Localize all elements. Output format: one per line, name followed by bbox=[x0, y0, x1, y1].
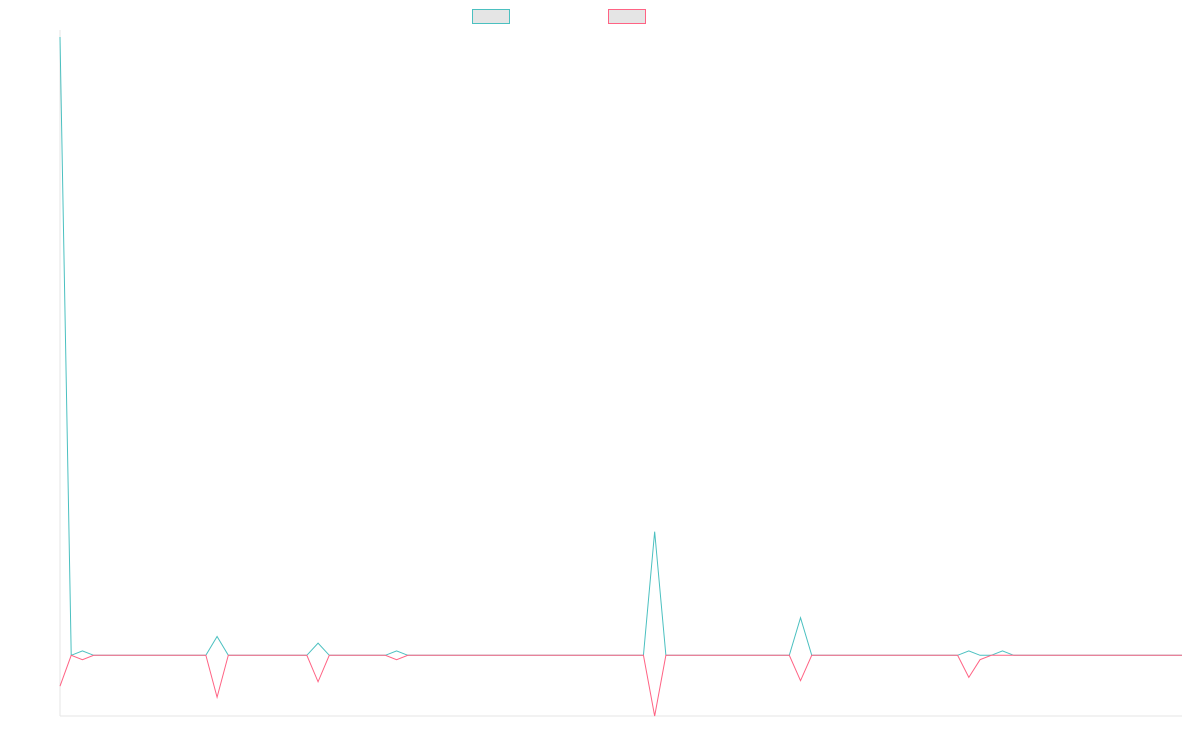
legend-swatch-series-1 bbox=[472, 9, 510, 24]
legend-item-series-1[interactable] bbox=[472, 9, 516, 24]
series-layer bbox=[59, 36, 1182, 717]
legend bbox=[472, 9, 652, 24]
series-line-1 bbox=[59, 36, 1182, 657]
legend-item-series-2[interactable] bbox=[608, 9, 652, 24]
legend-swatch-series-2 bbox=[608, 9, 646, 24]
series-line-2 bbox=[59, 654, 1182, 717]
